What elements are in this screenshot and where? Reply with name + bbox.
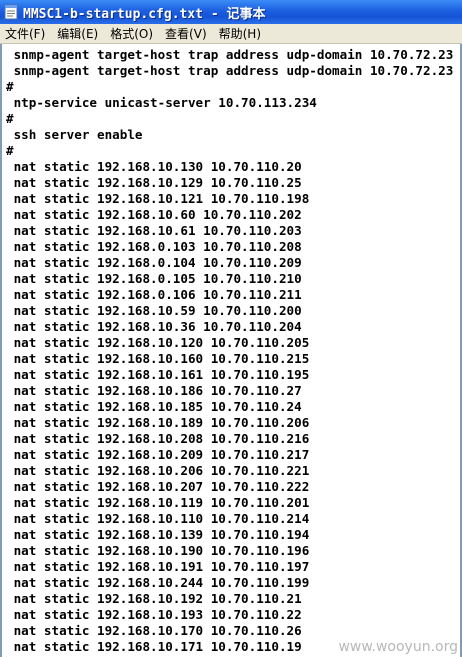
text-line: ntp-service unicast-server 10.70.113.234 [6,95,317,110]
text-line: nat static 192.168.10.160 10.70.110.215 [6,351,310,366]
menu-view[interactable]: 查看(V) [165,26,207,41]
text-line: nat static 192.168.10.59 10.70.110.200 [6,303,302,318]
text-line: nat static 192.168.10.129 10.70.110.25 [6,175,302,190]
text-line: nat static 192.168.10.244 10.70.110.199 [6,575,310,590]
notepad-icon[interactable] [3,4,19,20]
text-line: # [6,79,14,94]
text-line: nat static 192.168.10.186 10.70.110.27 [6,383,302,398]
text-line: nat static 192.168.10.61 10.70.110.203 [6,223,302,238]
text-editor-area[interactable]: snmp-agent target-host trap address udp-… [0,44,462,657]
text-line: nat static 192.168.10.206 10.70.110.221 [6,463,310,478]
text-line: nat static 192.168.10.170 10.70.110.26 [6,623,302,638]
text-line: nat static 192.168.10.36 10.70.110.204 [6,319,302,334]
text-line: nat static 192.168.10.193 10.70.110.22 [6,607,302,622]
watermark: www.wooyun.org [338,639,458,655]
text-line: nat static 192.168.10.171 10.70.110.19 [6,639,302,654]
text-line: # [6,111,14,126]
text-line: nat static 192.168.0.105 10.70.110.210 [6,271,302,286]
text-line: nat static 192.168.10.130 10.70.110.20 [6,159,302,174]
menu-edit[interactable]: 编辑(E) [57,26,99,41]
text-line: nat static 192.168.10.110 10.70.110.214 [6,511,310,526]
text-line: nat static 192.168.10.209 10.70.110.217 [6,447,310,462]
text-line: nat static 192.168.10.161 10.70.110.195 [6,367,310,382]
text-line: nat static 192.168.10.120 10.70.110.205 [6,335,310,350]
text-content[interactable]: snmp-agent target-host trap address udp-… [2,44,462,655]
menu-help[interactable]: 帮助(H) [218,26,262,41]
text-line: ssh server enable [6,127,143,142]
text-line: nat static 192.168.10.139 10.70.110.194 [6,527,310,542]
text-line: nat static 192.168.10.190 10.70.110.196 [6,543,310,558]
text-line: snmp-agent target-host trap address udp-… [6,63,454,78]
menu-file[interactable]: 文件(F) [5,26,46,41]
text-line: nat static 192.168.10.185 10.70.110.24 [6,399,302,414]
text-line: nat static 192.168.0.106 10.70.110.211 [6,287,302,302]
text-line: nat static 192.168.10.207 10.70.110.222 [6,479,310,494]
editor-right-border [460,44,462,657]
menu-format[interactable]: 格式(O) [110,26,154,41]
menu-bar: 文件(F) 编辑(E) 格式(O) 查看(V) 帮助(H) [0,24,462,44]
text-line: snmp-agent target-host trap address udp-… [6,47,454,62]
text-line: nat static 192.168.10.121 10.70.110.198 [6,191,310,206]
text-line: nat static 192.168.10.60 10.70.110.202 [6,207,302,222]
text-line: nat static 192.168.10.189 10.70.110.206 [6,415,310,430]
text-line: nat static 192.168.0.104 10.70.110.209 [6,255,302,270]
text-line: nat static 192.168.10.192 10.70.110.21 [6,591,302,606]
window-title: MMSC1-b-startup.cfg.txt - 记事本 [23,6,266,22]
text-line: nat static 192.168.10.119 10.70.110.201 [6,495,310,510]
title-bar[interactable]: MMSC1-b-startup.cfg.txt - 记事本 [0,0,462,24]
text-line: # [6,143,14,158]
text-line: nat static 192.168.0.103 10.70.110.208 [6,239,302,254]
text-line: nat static 192.168.10.208 10.70.110.216 [6,431,310,446]
text-line: nat static 192.168.10.191 10.70.110.197 [6,559,310,574]
